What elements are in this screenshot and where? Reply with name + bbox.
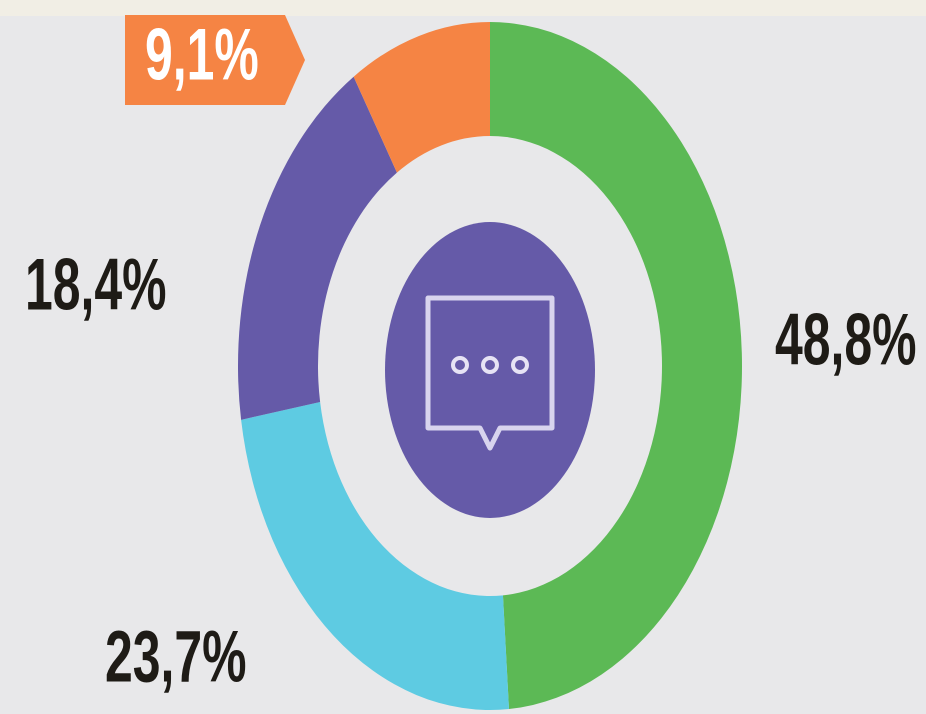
top-band [0,0,926,16]
dot [481,356,499,374]
donut-segment [490,22,743,710]
dot [451,356,469,374]
label-tag [125,15,305,105]
value-label: 23,7% [105,616,247,698]
donut-segment [353,22,490,173]
value-label: 18,4% [25,244,167,326]
chat-bubble [425,295,555,451]
donut [238,22,743,710]
value-label: 9,1% [145,14,259,96]
dot [511,356,529,374]
value-label: 48,8% [775,299,917,381]
labels: 48,8% 23,7% 18,4% 9,1% [25,14,917,698]
center-icon [385,222,595,518]
donut-segment [241,401,509,710]
donut-segment [238,76,397,420]
